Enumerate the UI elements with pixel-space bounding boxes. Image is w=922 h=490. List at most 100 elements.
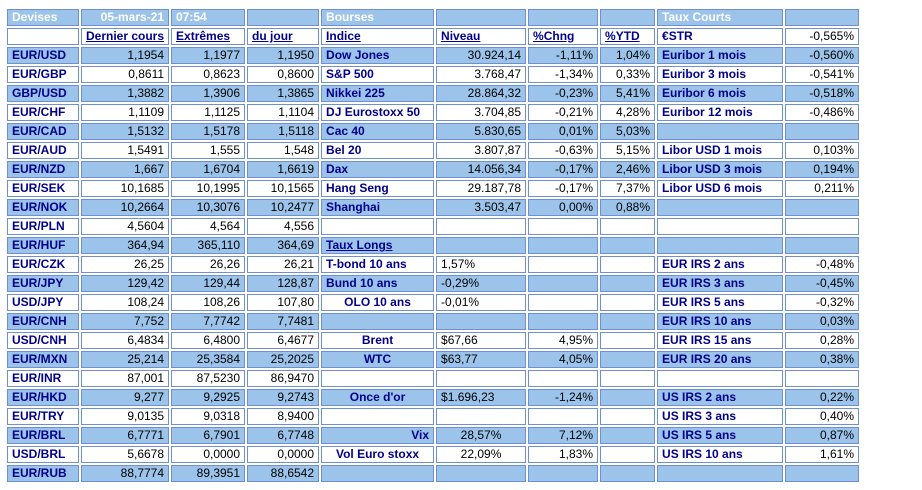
ytd-pct — [600, 237, 656, 254]
rate-value: 0,22% — [785, 389, 860, 406]
rate-name: Libor USD 1 mois — [657, 142, 784, 159]
index-level — [436, 370, 527, 387]
change-pct: -1,11% — [528, 47, 599, 64]
currency-pair: EUR/AUD — [7, 142, 79, 159]
currency-pair: USD/CNH — [7, 332, 79, 349]
header-row: Devises 05-mars-21 07:54 Bourses Taux Co… — [7, 9, 860, 26]
index-level — [436, 313, 527, 330]
rate-value: -0,48% — [785, 256, 860, 273]
table-row: EUR/CNH 7,752 7,7742 7,7481 EUR IRS 10 ans 0,… — [7, 313, 860, 330]
change-pct: 1,83% — [528, 446, 599, 463]
table-row: EUR/HKD 9,277 9,2925 9,2743 Once d'or $1.696,… — [7, 389, 860, 406]
last-price: 25,214 — [81, 351, 170, 368]
index-level — [436, 408, 527, 425]
indice-header: Indice — [321, 28, 435, 45]
currency-pair: USD/JPY — [7, 294, 79, 311]
low-price: 0,8600 — [247, 66, 320, 83]
index-name: Bel 20 — [321, 142, 435, 159]
last-price: 9,277 — [81, 389, 170, 406]
high-price: 10,3076 — [171, 199, 246, 216]
low-price: 10,2477 — [247, 199, 320, 216]
change-pct: 7,12% — [528, 427, 599, 444]
change-pct — [528, 294, 599, 311]
table-row: USD/CNH 6,4834 6,4800 6,4677 Brent $67,66 4,95… — [7, 332, 860, 349]
rate-name: EUR IRS 5 ans — [657, 294, 784, 311]
ytd-pct — [600, 408, 656, 425]
index-name — [321, 313, 435, 330]
low-price: 0,0000 — [247, 446, 320, 463]
estr-label: €STR — [657, 28, 784, 45]
ytd-pct — [600, 389, 656, 406]
currency-pair: USD/BRL — [7, 446, 79, 463]
low-price: 6,4677 — [247, 332, 320, 349]
index-name: Vix — [321, 427, 435, 444]
currency-pair: EUR/GBP — [7, 66, 79, 83]
index-level — [436, 465, 527, 482]
low-price: 4,556 — [247, 218, 320, 235]
niveau-header: Niveau — [436, 28, 527, 45]
low-price: 364,69 — [247, 237, 320, 254]
currency-pair: EUR/HUF — [7, 237, 79, 254]
currency-pair: EUR/SEK — [7, 180, 79, 197]
rate-value: -0,541% — [785, 66, 860, 83]
table-row: EUR/CZK 26,25 26,26 26,21 T-bond 10 ans 1,57%… — [7, 256, 860, 273]
last-price: 108,24 — [81, 294, 170, 311]
low-price: 9,2743 — [247, 389, 320, 406]
last-price: 0,8611 — [81, 66, 170, 83]
rate-value: 0,87% — [785, 427, 860, 444]
index-level: 1,57% — [436, 256, 527, 273]
ytd-pct: 0,88% — [600, 199, 656, 216]
currency-pair: EUR/CAD — [7, 123, 79, 140]
index-name: Dow Jones — [321, 47, 435, 64]
change-pct: 0,00% — [528, 199, 599, 216]
rate-value — [785, 370, 860, 387]
last-price: 9,0135 — [81, 408, 170, 425]
change-pct — [528, 218, 599, 235]
high-price: 4,564 — [171, 218, 246, 235]
high-price: 129,44 — [171, 275, 246, 292]
rate-name: US IRS 3 ans — [657, 408, 784, 425]
last-price: 6,7771 — [81, 427, 170, 444]
change-pct: -0,23% — [528, 85, 599, 102]
high-price: 0,8623 — [171, 66, 246, 83]
empty-cell — [528, 9, 599, 26]
dernier-cours-header: Dernier cours — [81, 28, 170, 45]
currency-pair: EUR/NZD — [7, 161, 79, 178]
currency-pair: EUR/MXN — [7, 351, 79, 368]
last-price: 6,4834 — [81, 332, 170, 349]
rate-value — [785, 465, 860, 482]
low-price: 88,6542 — [247, 465, 320, 482]
du-jour-header: du jour — [247, 28, 320, 45]
taux-courts-header: Taux Courts — [657, 9, 784, 26]
high-price: 87,5230 — [171, 370, 246, 387]
subheader-row: Dernier cours Extrêmes du jour Indice Ni… — [7, 28, 860, 45]
index-level: 14.056,34 — [436, 161, 527, 178]
rate-value: 0,103% — [785, 142, 860, 159]
high-price: 365,110 — [171, 237, 246, 254]
change-pct: -0,17% — [528, 180, 599, 197]
rate-value — [785, 199, 860, 216]
rate-name: Euribor 6 mois — [657, 85, 784, 102]
low-price: 1,6619 — [247, 161, 320, 178]
high-price: 6,7901 — [171, 427, 246, 444]
low-price: 1,5118 — [247, 123, 320, 140]
change-pct — [528, 465, 599, 482]
rate-name: Euribor 1 mois — [657, 47, 784, 64]
rate-value — [785, 218, 860, 235]
index-level: 28,57% — [436, 427, 527, 444]
last-price: 10,2664 — [81, 199, 170, 216]
rate-name — [657, 199, 784, 216]
rate-name — [657, 465, 784, 482]
currency-pair: EUR/RUB — [7, 465, 79, 482]
low-price: 26,21 — [247, 256, 320, 273]
high-price: 26,26 — [171, 256, 246, 273]
last-price: 5,6678 — [81, 446, 170, 463]
last-price: 7,752 — [81, 313, 170, 330]
table-row: EUR/INR 87,001 87,5230 86,9470 — [7, 370, 860, 387]
table-row: USD/JPY 108,24 108,26 107,80 OLO 10 ans -0,01… — [7, 294, 860, 311]
table-row: EUR/HUF 364,94 365,110 364,69 Taux Longs — [7, 237, 860, 254]
index-level: $67,66 — [436, 332, 527, 349]
ytd-pct: 5,41% — [600, 85, 656, 102]
change-pct: -0,21% — [528, 104, 599, 121]
currency-pair: EUR/BRL — [7, 427, 79, 444]
